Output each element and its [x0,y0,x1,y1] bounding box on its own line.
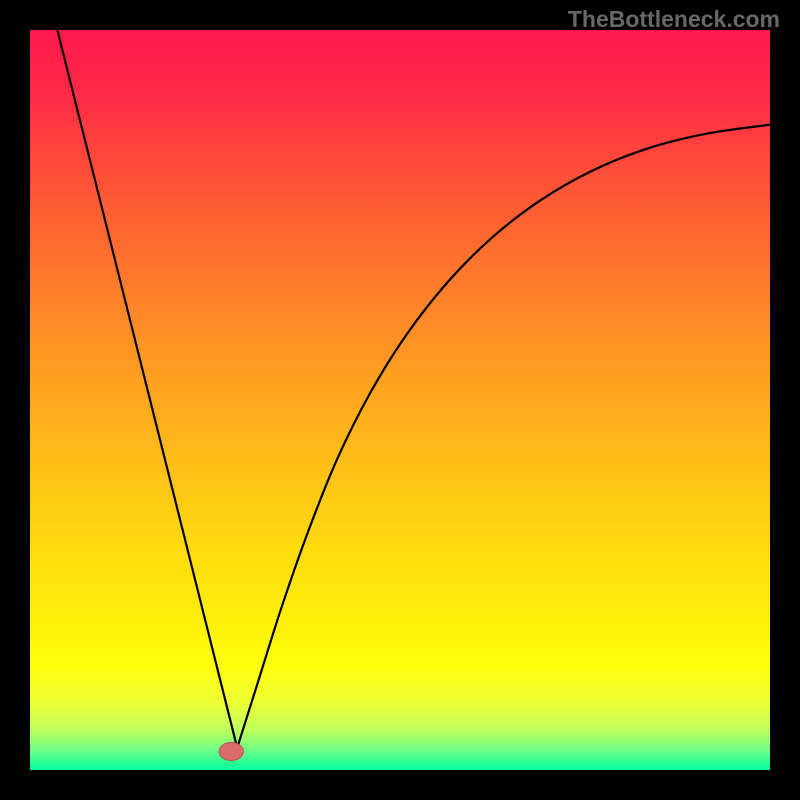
watermark-text: TheBottleneck.com [568,6,780,33]
plot-background [30,30,770,770]
chart-svg [0,0,800,800]
chart-frame: TheBottleneck.com [0,0,800,800]
vertex-marker [219,743,243,761]
